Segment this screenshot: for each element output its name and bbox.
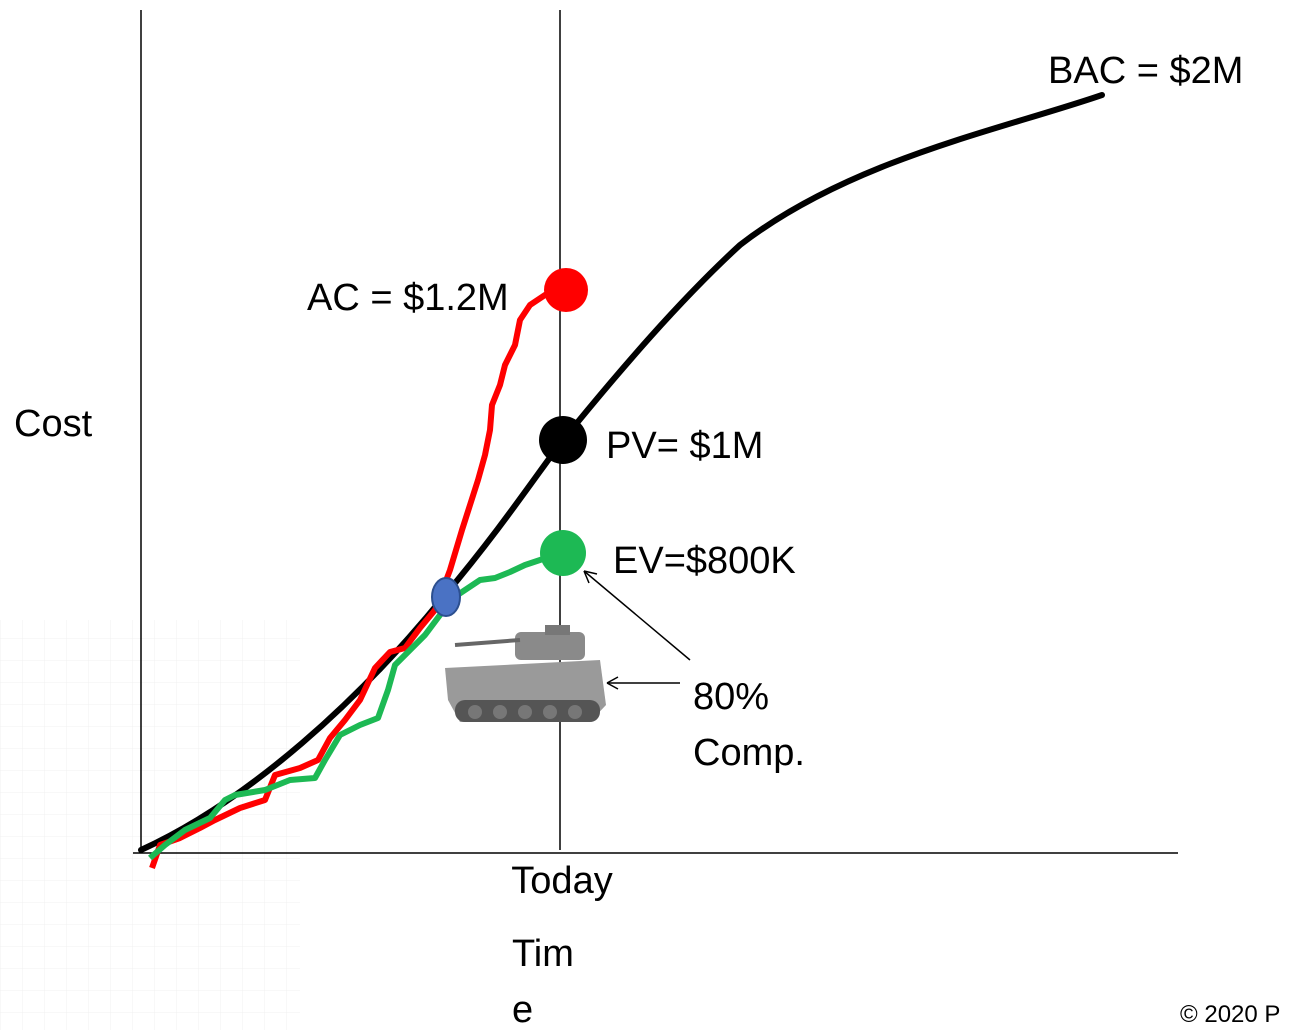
- completion-label: 80%: [693, 676, 769, 718]
- ac-label: AC = $1.2M: [307, 277, 509, 319]
- completion-label: Comp.: [693, 732, 805, 774]
- page: {"axes": {"y_label": "Cost", "today_labe…: [0, 0, 1307, 1030]
- ev-label: EV=$800K: [613, 540, 796, 582]
- tank-image: [445, 625, 606, 722]
- ac-point: [544, 268, 588, 312]
- x-axis-label: Tim: [512, 933, 574, 975]
- copyright: © 2020 P: [1180, 1001, 1280, 1028]
- bac-label: BAC = $2M: [1048, 50, 1243, 92]
- ev-point: [540, 530, 586, 576]
- y-axis-label: Cost: [14, 403, 93, 445]
- pv-label: PV= $1M: [606, 425, 763, 467]
- today-label: Today: [511, 860, 612, 902]
- diagram: Cost Today Tim e BAC = $2M AC = $1.2M PV…: [0, 0, 1307, 1030]
- intersection-point: [432, 578, 460, 616]
- background-grid: [0, 620, 300, 1030]
- x-axis-label: e: [512, 989, 533, 1030]
- pv-point: [539, 416, 587, 464]
